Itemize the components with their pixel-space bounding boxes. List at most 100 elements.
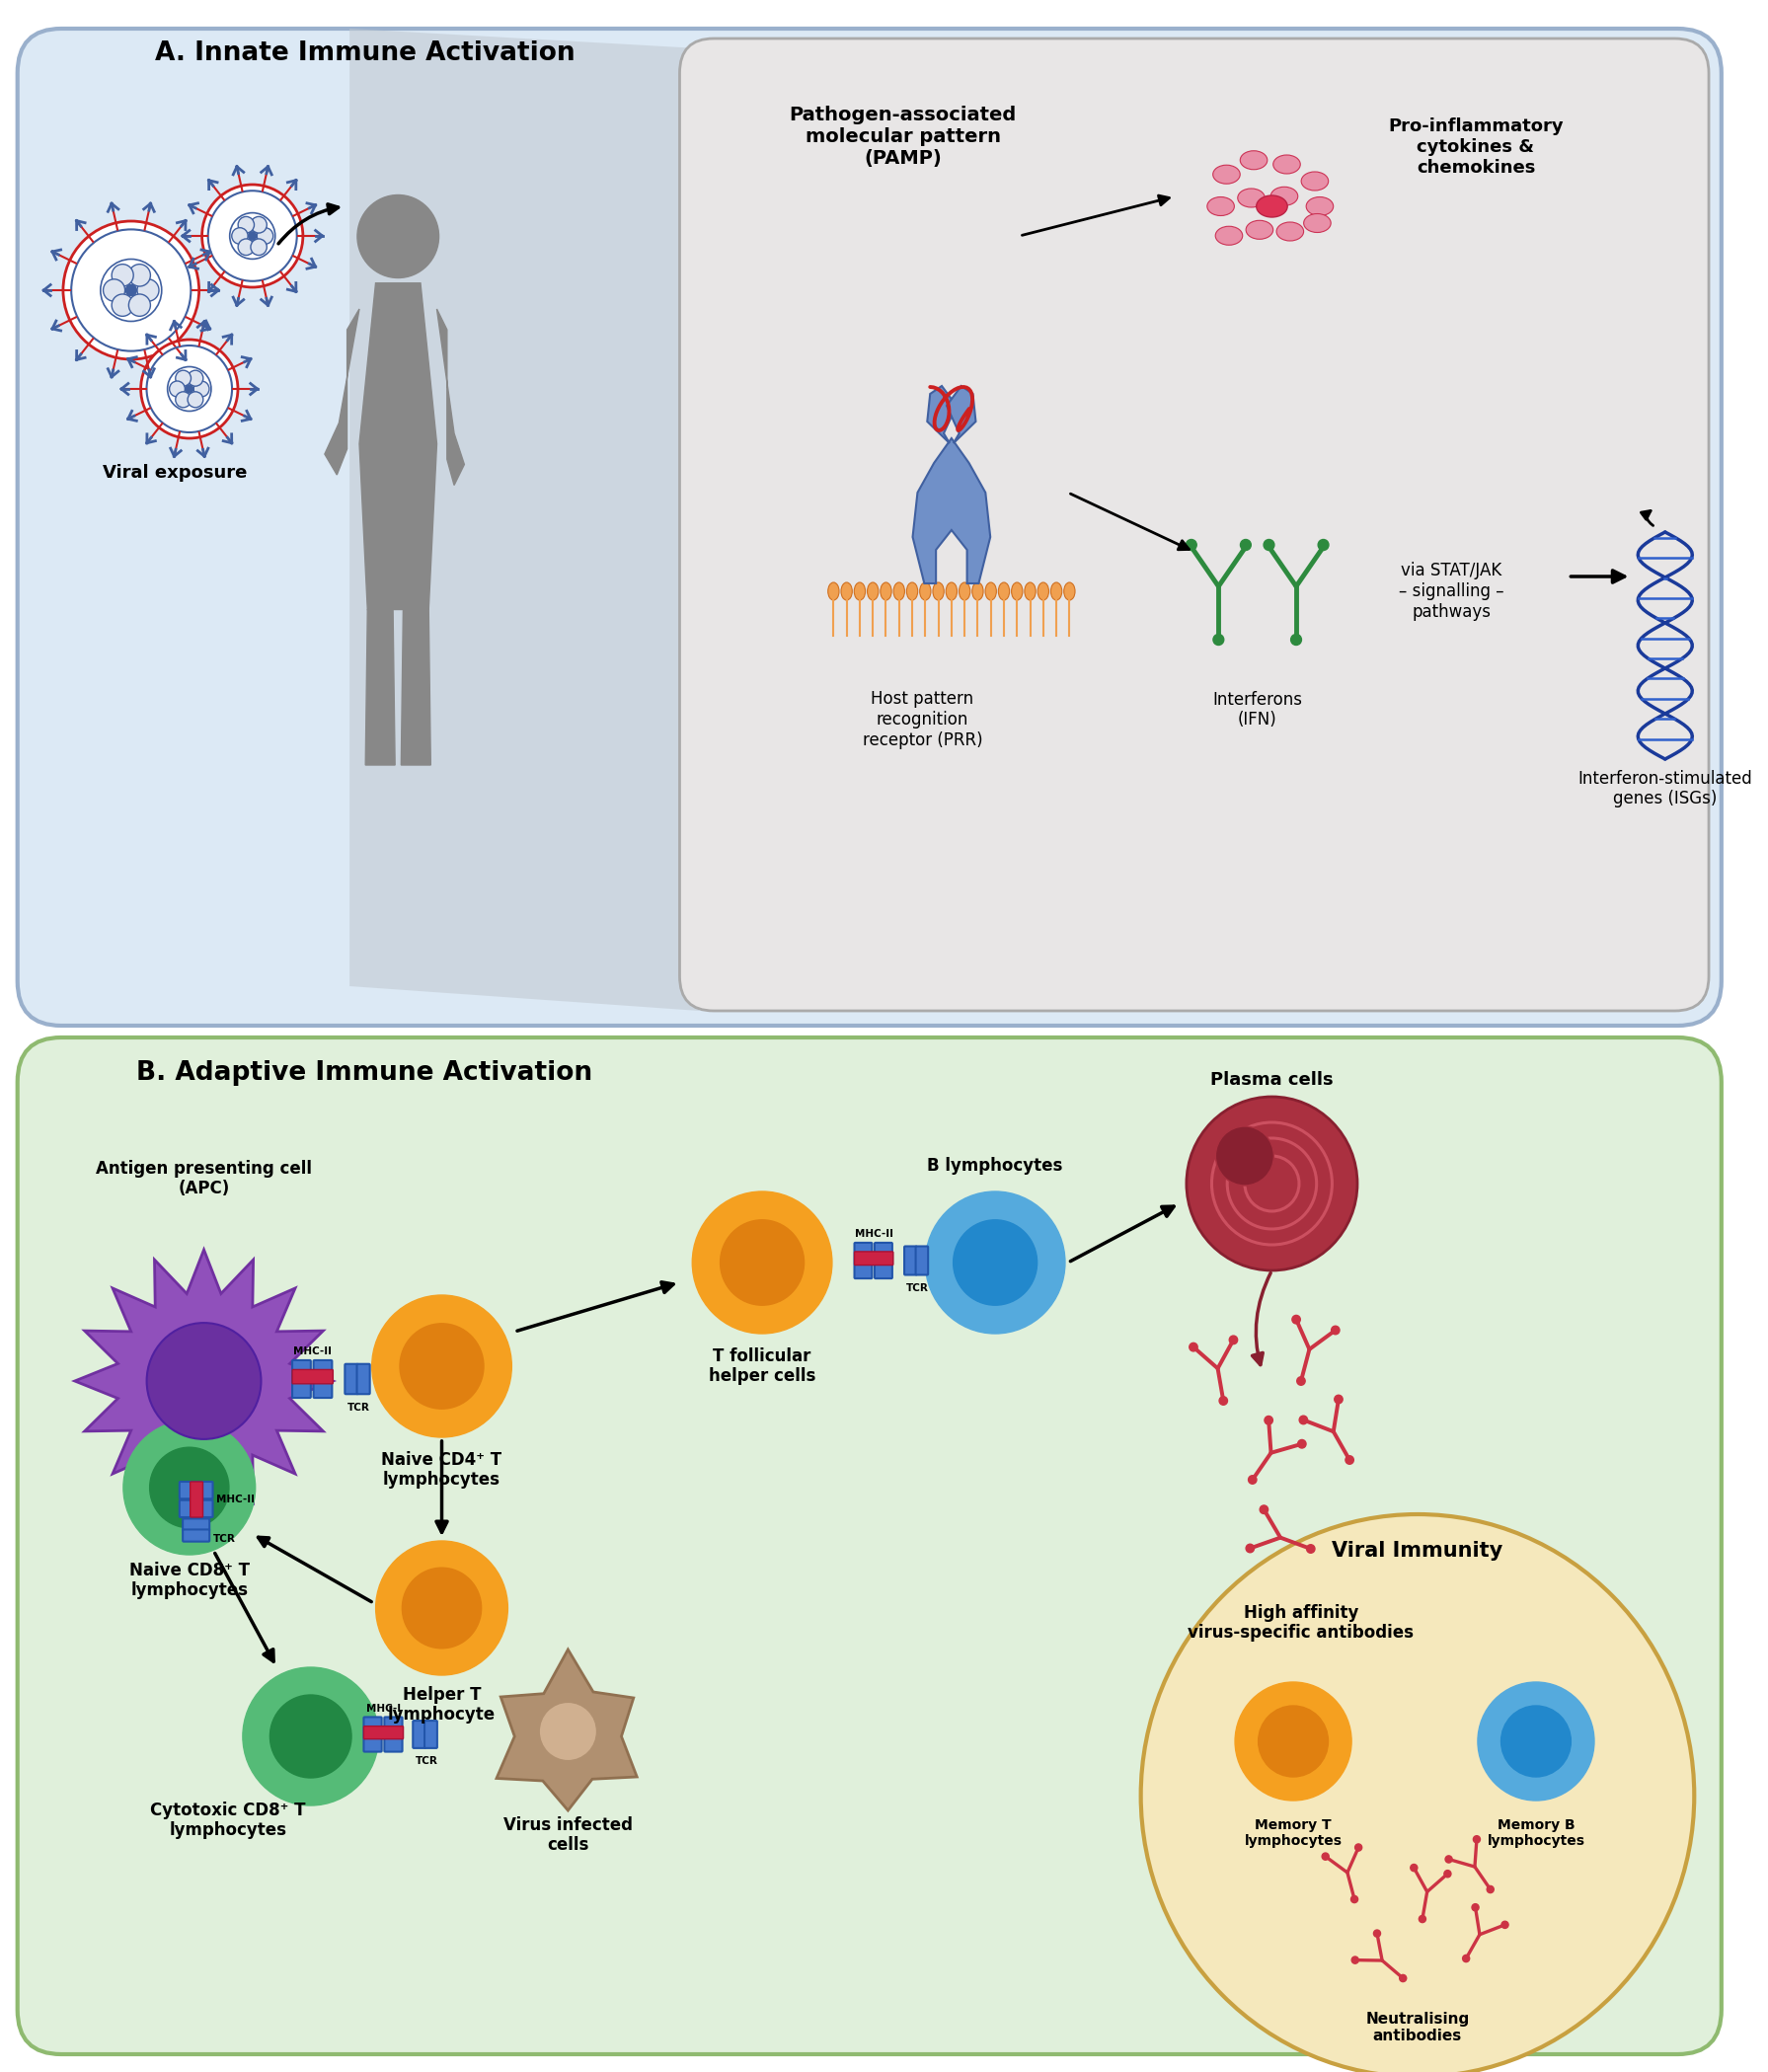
Circle shape xyxy=(401,1569,481,1649)
Circle shape xyxy=(1307,1544,1315,1554)
Circle shape xyxy=(138,280,159,300)
Circle shape xyxy=(111,294,133,317)
Circle shape xyxy=(1501,1921,1508,1929)
Text: Antigen presenting cell
(APC): Antigen presenting cell (APC) xyxy=(95,1160,311,1198)
Circle shape xyxy=(1501,1705,1572,1778)
Ellipse shape xyxy=(1273,155,1299,174)
Circle shape xyxy=(720,1220,804,1305)
Circle shape xyxy=(150,1448,228,1527)
FancyBboxPatch shape xyxy=(18,29,1722,1026)
Text: Virus infected
cells: Virus infected cells xyxy=(504,1815,633,1854)
Text: Memory T
lymphocytes: Memory T lymphocytes xyxy=(1245,1819,1342,1848)
Circle shape xyxy=(1420,1915,1425,1923)
Circle shape xyxy=(239,238,255,255)
Circle shape xyxy=(1186,1096,1358,1270)
Text: Interferon-stimulated
genes (ISGs): Interferon-stimulated genes (ISGs) xyxy=(1577,769,1752,808)
Polygon shape xyxy=(912,439,990,584)
FancyBboxPatch shape xyxy=(313,1359,332,1399)
Circle shape xyxy=(230,213,276,259)
Circle shape xyxy=(126,284,136,296)
Text: TCR: TCR xyxy=(214,1533,237,1544)
Polygon shape xyxy=(366,609,394,765)
Polygon shape xyxy=(359,284,437,609)
FancyBboxPatch shape xyxy=(854,1251,893,1266)
Circle shape xyxy=(129,294,150,317)
Circle shape xyxy=(242,1668,378,1805)
Polygon shape xyxy=(325,309,359,474)
Circle shape xyxy=(175,392,191,408)
Circle shape xyxy=(1411,1865,1418,1871)
Circle shape xyxy=(1261,1506,1268,1515)
Text: Viral Immunity: Viral Immunity xyxy=(1331,1542,1503,1560)
Circle shape xyxy=(141,340,239,439)
Circle shape xyxy=(64,222,200,358)
FancyBboxPatch shape xyxy=(916,1245,928,1274)
Circle shape xyxy=(1236,1682,1351,1801)
Circle shape xyxy=(251,238,267,255)
FancyBboxPatch shape xyxy=(18,1038,1722,2053)
Circle shape xyxy=(1354,1844,1361,1850)
Ellipse shape xyxy=(934,582,944,601)
Circle shape xyxy=(1292,1316,1301,1324)
Ellipse shape xyxy=(842,582,852,601)
Ellipse shape xyxy=(1246,220,1273,238)
Circle shape xyxy=(1213,634,1223,644)
Circle shape xyxy=(271,1695,352,1778)
Text: Cytotoxic CD8⁺ T
lymphocytes: Cytotoxic CD8⁺ T lymphocytes xyxy=(150,1801,306,1840)
Circle shape xyxy=(1335,1394,1342,1403)
Circle shape xyxy=(1478,1682,1595,1801)
Ellipse shape xyxy=(1276,222,1303,240)
Polygon shape xyxy=(350,29,698,1011)
Circle shape xyxy=(1246,1544,1254,1552)
Text: Plasma cells: Plasma cells xyxy=(1211,1071,1333,1088)
Text: Naive CD8⁺ T
lymphocytes: Naive CD8⁺ T lymphocytes xyxy=(129,1562,249,1600)
Polygon shape xyxy=(74,1249,332,1513)
Circle shape xyxy=(1345,1457,1354,1465)
Circle shape xyxy=(1190,1343,1197,1351)
Ellipse shape xyxy=(1301,172,1328,191)
FancyBboxPatch shape xyxy=(292,1359,311,1399)
Circle shape xyxy=(186,385,193,394)
Text: MHC-I: MHC-I xyxy=(366,1703,401,1714)
Circle shape xyxy=(194,381,209,398)
Text: Pro-inflammatory
cytokines &
chemokines: Pro-inflammatory cytokines & chemokines xyxy=(1388,118,1563,176)
Polygon shape xyxy=(437,309,465,485)
FancyBboxPatch shape xyxy=(679,39,1710,1011)
Circle shape xyxy=(1331,1326,1340,1334)
Text: MHC-II: MHC-II xyxy=(293,1347,332,1357)
Circle shape xyxy=(1444,1857,1452,1863)
Ellipse shape xyxy=(972,582,983,601)
Ellipse shape xyxy=(1215,226,1243,244)
FancyBboxPatch shape xyxy=(424,1720,437,1749)
FancyBboxPatch shape xyxy=(854,1243,872,1278)
Circle shape xyxy=(1322,1852,1330,1861)
Ellipse shape xyxy=(1024,582,1036,601)
FancyBboxPatch shape xyxy=(292,1370,332,1384)
Circle shape xyxy=(256,228,272,244)
Circle shape xyxy=(1216,1127,1273,1185)
Text: B. Adaptive Immune Activation: B. Adaptive Immune Activation xyxy=(136,1061,592,1086)
Circle shape xyxy=(124,1421,255,1554)
Ellipse shape xyxy=(1038,582,1048,601)
Ellipse shape xyxy=(1011,582,1022,601)
Circle shape xyxy=(129,265,150,286)
Text: T follicular
helper cells: T follicular helper cells xyxy=(709,1347,815,1386)
FancyBboxPatch shape xyxy=(182,1529,209,1542)
Circle shape xyxy=(1317,539,1330,551)
Circle shape xyxy=(168,367,210,410)
Circle shape xyxy=(371,1295,511,1438)
Ellipse shape xyxy=(1257,195,1287,218)
Circle shape xyxy=(1473,1836,1480,1842)
Ellipse shape xyxy=(1064,582,1075,601)
Circle shape xyxy=(251,218,267,232)
Ellipse shape xyxy=(1307,197,1333,215)
Circle shape xyxy=(1298,1440,1307,1448)
Circle shape xyxy=(1351,1956,1358,1964)
Circle shape xyxy=(1264,539,1275,551)
Circle shape xyxy=(1248,1475,1257,1484)
Circle shape xyxy=(1400,1975,1407,1981)
FancyBboxPatch shape xyxy=(180,1481,212,1498)
Text: B lymphocytes: B lymphocytes xyxy=(928,1156,1063,1175)
Text: Helper T
lymphocyte: Helper T lymphocyte xyxy=(387,1687,495,1724)
Ellipse shape xyxy=(999,582,1010,601)
